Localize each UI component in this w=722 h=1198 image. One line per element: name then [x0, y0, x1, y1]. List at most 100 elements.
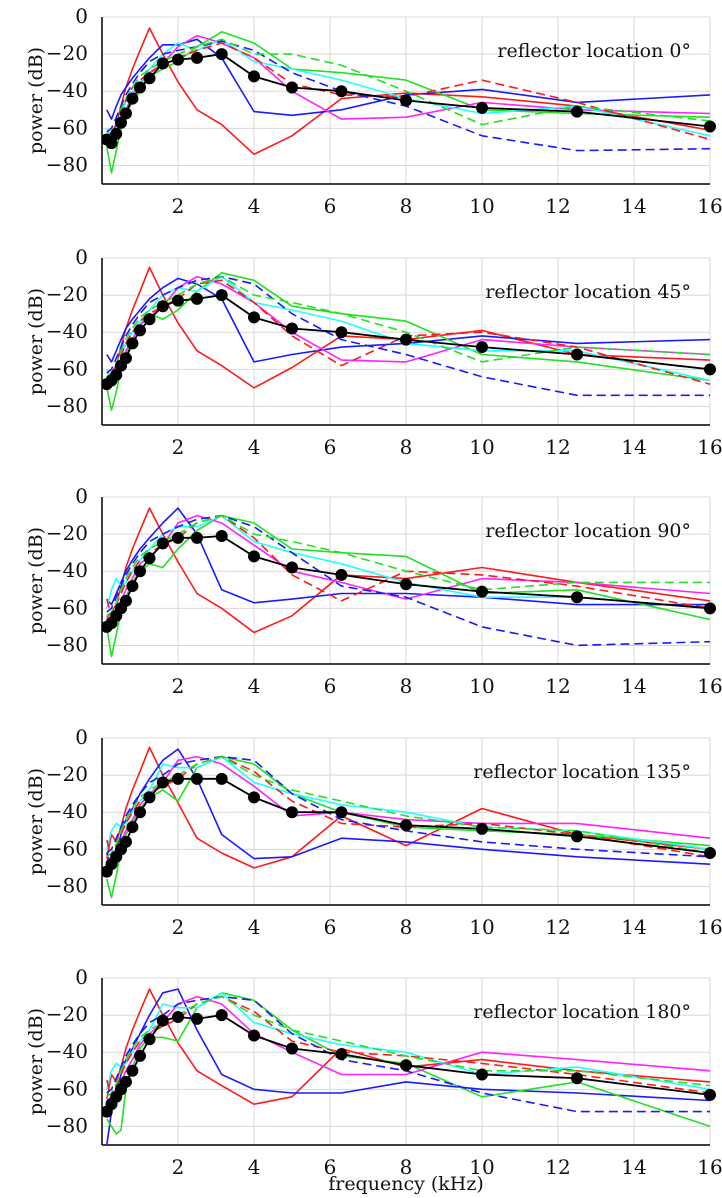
x-tick-label: 14	[621, 674, 646, 698]
y-tick-label: −20	[46, 1002, 88, 1026]
mean-series-point	[215, 289, 228, 302]
panel-3: 0 −20 −40 −60 −80 2 4 6 8 10 12 14 16 power (dB) refle…	[25, 725, 722, 939]
x-tick-label: 16	[697, 194, 722, 218]
mean-series-point	[215, 772, 228, 785]
mean-series-point	[248, 550, 260, 563]
x-tick-label: 12	[545, 915, 570, 939]
y-tick-label: −60	[46, 356, 88, 380]
y-tick-label: −20	[46, 41, 88, 65]
series-group	[102, 27, 716, 174]
mean-series-point	[126, 337, 139, 350]
mean-series-point	[119, 594, 132, 607]
mean-series-point	[134, 324, 146, 337]
y-tick-label: −80	[46, 1113, 88, 1137]
x-tick-label: 4	[248, 435, 261, 459]
mean-series-point	[156, 776, 169, 789]
y-axis-label: power (dB)	[25, 288, 47, 395]
mean-series-point	[400, 819, 412, 832]
y-axis-label: power (dB)	[25, 768, 47, 875]
x-tick-label: 4	[248, 915, 261, 939]
panel-annotation: reflector location 0°	[497, 40, 691, 62]
mean-series-point	[704, 602, 716, 615]
mean-series-point	[134, 81, 146, 94]
mean-series-point	[571, 591, 583, 604]
mean-series-point	[143, 1033, 156, 1046]
x-tick-label: 14	[621, 1155, 646, 1179]
mean-series-point	[105, 137, 118, 150]
x-tick-label: 8	[400, 915, 413, 939]
y-tick-label: −80	[46, 632, 88, 656]
series-group	[102, 507, 716, 658]
x-tick-label: 16	[697, 1155, 722, 1179]
x-tick-label: 6	[324, 674, 337, 698]
x-tick-label: 4	[248, 1155, 261, 1179]
mean-series-point	[400, 1059, 412, 1072]
series-line-1	[106, 748, 711, 873]
mean-series-point	[248, 791, 260, 804]
mean-series-point	[172, 53, 184, 66]
x-tick-label: 14	[621, 435, 646, 459]
panel-4: 0 −20 −40 −60 −80 2 4 6 8 10 12 14 16 power (dB) refle…	[25, 965, 722, 1179]
y-axis-label: power (dB)	[25, 527, 47, 634]
x-tick-label: 12	[545, 194, 570, 218]
mean-series-point	[126, 92, 139, 105]
y-tick-label: −40	[46, 799, 88, 823]
mean-series-point	[134, 806, 146, 819]
x-axis-label: frequency (kHz)	[328, 1173, 484, 1195]
series-group	[102, 988, 716, 1145]
mean-series-point	[248, 1029, 260, 1042]
mean-series-point	[191, 531, 203, 544]
y-tick-label: 0	[75, 725, 88, 749]
y-tick-label: −20	[46, 762, 88, 786]
mean-series-point	[400, 333, 412, 346]
x-tick-label: 14	[621, 915, 646, 939]
mean-series-point	[476, 585, 488, 598]
x-tick-label: 12	[545, 1155, 570, 1179]
x-tick-label: 6	[324, 194, 337, 218]
x-tick-label: 16	[697, 674, 722, 698]
mean-series-point	[191, 51, 203, 64]
mean-series-point	[704, 1088, 716, 1101]
x-tick-label: 8	[400, 194, 413, 218]
mean-series-point	[335, 85, 348, 98]
x-tick-label: 8	[400, 674, 413, 698]
mean-series-point	[476, 341, 488, 354]
mean-series-point	[571, 1072, 583, 1085]
mean-series-point	[248, 70, 260, 83]
mean-series-point	[476, 101, 488, 114]
mean-series-point	[335, 806, 348, 819]
y-tick-label: −60	[46, 836, 88, 860]
series-line-6	[106, 514, 711, 647]
y-tick-label: −80	[46, 152, 88, 176]
y-tick-label: −60	[46, 595, 88, 619]
series-line-1	[106, 988, 711, 1145]
y-tick-label: 0	[75, 965, 88, 989]
x-tick-label: 4	[248, 674, 261, 698]
y-tick-label: −60	[46, 115, 88, 139]
mean-series-point	[119, 107, 132, 120]
panel-1: 0 −20 −40 −60 −80 2 4 6 8 10 12 14 16 power (dB) refle…	[25, 245, 722, 459]
mean-series-point	[191, 292, 203, 305]
mean-series-point	[172, 772, 184, 785]
series-group	[102, 746, 716, 899]
mean-series-point	[286, 1042, 298, 1055]
mean-series-point	[215, 1009, 228, 1022]
mean-series-point	[704, 120, 716, 133]
panel-0: 0 −20 −40 −60 −80 2 4 6 8 10 12 14 16 power (dB) refle…	[25, 4, 722, 218]
x-tick-label: 10	[469, 674, 494, 698]
x-tick-label: 10	[469, 435, 494, 459]
series-group	[102, 266, 716, 412]
mean-series-point	[215, 529, 228, 542]
mean-series-point	[143, 552, 156, 565]
mean-series-point	[126, 580, 139, 593]
panel-annotation: reflector location 90°	[485, 520, 691, 542]
mean-series-point	[191, 772, 203, 785]
x-tick-label: 6	[324, 435, 337, 459]
panel-annotation: reflector location 180°	[473, 1001, 691, 1023]
mean-series-point	[335, 568, 348, 581]
mean-series-point	[172, 531, 184, 544]
series-line-1	[106, 507, 710, 606]
mean-series-point	[115, 116, 127, 129]
mean-series-point	[400, 94, 412, 107]
